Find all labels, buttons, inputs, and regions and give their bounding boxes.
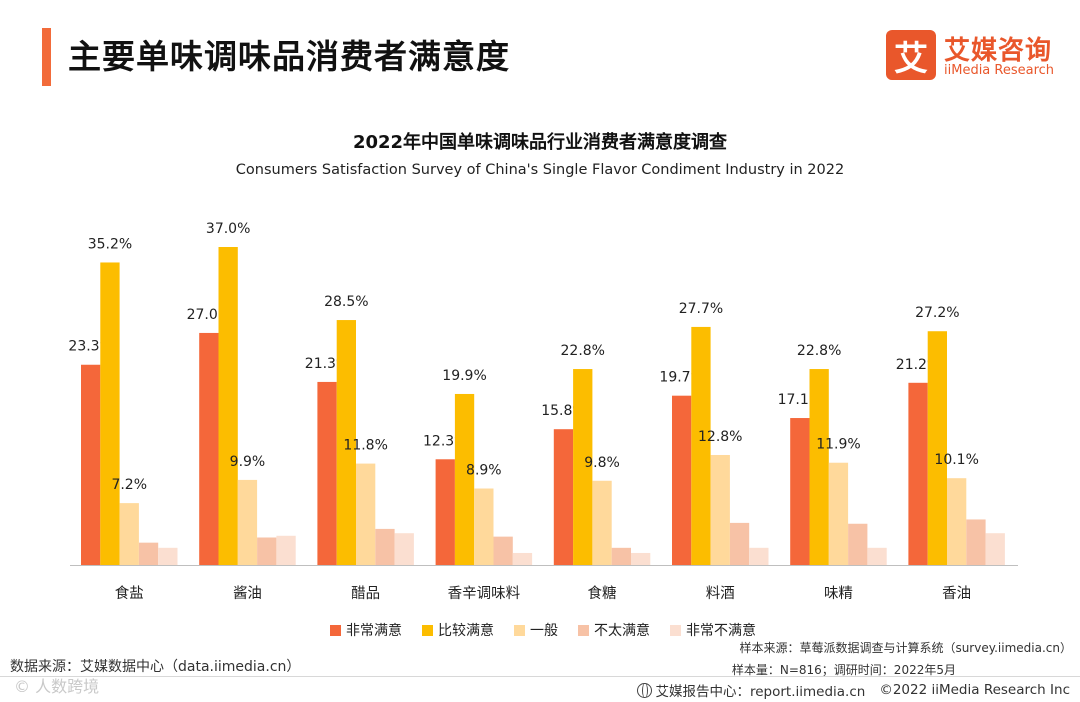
legend-entry: 非常不满意: [670, 621, 756, 639]
data-label: 9.9%: [230, 454, 266, 470]
bar-非常满意-香油: [908, 382, 928, 565]
legend-swatch: [330, 624, 341, 636]
chart-subtitle: Consumers Satisfaction Survey of China's…: [235, 162, 845, 178]
iimedia-logo: 艾 艾媒咨询 iiMedia Research: [886, 30, 1058, 82]
data-label: 12.8%: [698, 429, 742, 445]
bar-非常不满意-香油: [985, 533, 1005, 565]
bar-非常满意-香辛调味料: [435, 459, 455, 565]
watermark-text: © 人数跨境: [14, 677, 100, 696]
bar-一般-食盐: [119, 503, 139, 565]
bar-非常满意-醋品: [317, 381, 337, 565]
bar-比较满意-味精: [809, 369, 829, 565]
chart-title: 2022年中国单味调味品行业消费者满意度调查: [352, 132, 728, 153]
report-center-text: 艾媒报告中心：report.iimedia.cn: [655, 684, 866, 700]
x-tick-label: 香辛调味料: [448, 585, 521, 602]
bar-比较满意-香辛调味料: [454, 393, 475, 565]
bar-一般-香油: [947, 478, 967, 565]
x-tick-label: 料酒: [706, 585, 735, 602]
bar-非常满意-味精: [790, 418, 810, 565]
bar-不太满意-食盐: [138, 542, 159, 565]
legend-label: 不太满意: [594, 623, 650, 639]
data-label: 22.8%: [561, 343, 605, 359]
x-tick-label: 食糖: [588, 585, 617, 602]
bar-非常满意-食盐: [81, 364, 101, 565]
sample-size: 样本量：N=816；调研时间：2022年5月: [731, 663, 956, 677]
data-label: 22.8%: [797, 343, 841, 359]
bar-一般-味精: [828, 462, 849, 565]
footer-divider: [0, 676, 1080, 677]
data-label: 11.8%: [343, 438, 387, 454]
footer: 艾媒报告中心：report.iimedia.cn ©2022 iiMedia R…: [637, 680, 1070, 700]
bar-比较满意-香油: [927, 331, 947, 565]
bar-非常满意-料酒: [672, 395, 692, 565]
legend-swatch: [514, 624, 525, 636]
legend-swatch: [422, 624, 433, 636]
data-label: 19.9%: [442, 368, 486, 384]
bar-不太满意-酱油: [257, 537, 277, 565]
bar-一般-酱油: [237, 479, 258, 565]
data-label: 27.7%: [679, 301, 723, 317]
data-source: 数据来源：艾媒数据中心（data.iimedia.cn）: [10, 659, 301, 675]
logo-name-en: iiMedia Research: [944, 63, 1055, 78]
bar-不太满意-香油: [966, 519, 986, 565]
data-label: 35.2%: [88, 236, 132, 252]
bar-比较满意-醋品: [336, 320, 356, 565]
legend-entry: 不太满意: [578, 621, 650, 639]
bar-不太满意-味精: [848, 523, 868, 565]
page-title: 主要单味调味品消费者满意度: [68, 37, 510, 76]
bar-非常不满意-食糖: [631, 552, 651, 565]
legend-entry: 一般: [514, 621, 558, 639]
legend-label: 非常不满意: [686, 623, 756, 639]
bar-比较满意-料酒: [691, 326, 711, 565]
title-accent-bar: [42, 28, 51, 86]
x-tick-label: 醋品: [351, 585, 380, 602]
bar-不太满意-料酒: [729, 522, 750, 565]
x-tick-label: 味精: [824, 585, 853, 602]
bar-非常满意-酱油: [199, 332, 219, 565]
legend-swatch: [578, 624, 589, 636]
bar-不太满意-食糖: [611, 547, 631, 565]
bar-非常不满意-味精: [867, 547, 887, 565]
bar-不太满意-香辛调味料: [493, 536, 513, 565]
bar-一般-料酒: [710, 454, 730, 565]
bar-非常满意-食糖: [553, 429, 574, 565]
legend-swatch: [670, 624, 681, 636]
data-label: 8.9%: [466, 463, 502, 479]
x-tick-label: 酱油: [233, 585, 262, 602]
bar-非常不满意-食盐: [158, 547, 178, 565]
data-label: 28.5%: [324, 294, 368, 310]
data-label: 9.8%: [584, 455, 620, 471]
bar-一般-香辛调味料: [474, 488, 494, 565]
data-label: 37.0%: [206, 221, 250, 237]
legend-entry: 比较满意: [422, 621, 494, 639]
legend-entry: 非常满意: [330, 621, 402, 639]
bar-非常不满意-醋品: [394, 533, 414, 565]
bar-比较满意-酱油: [218, 247, 238, 565]
bar-非常不满意-酱油: [276, 535, 296, 565]
sample-source: 样本来源：草莓派数据调查与计算系统（survey.iimedia.cn）: [739, 641, 1072, 655]
logo-mark-icon: 艾: [886, 30, 936, 80]
bar-一般-食糖: [592, 480, 612, 565]
data-label: 27.2%: [915, 305, 959, 321]
report-center-link[interactable]: 艾媒报告中心：report.iimedia.cn: [637, 680, 865, 700]
copyright-text: ©2022 iiMedia Research Inc: [879, 682, 1070, 698]
globe-icon: [637, 683, 653, 698]
logo-name-cn: 艾媒咨询: [944, 36, 1053, 66]
data-label: 11.9%: [816, 437, 860, 453]
data-label: 10.1%: [934, 452, 978, 468]
legend-label: 一般: [530, 623, 558, 639]
bar-一般-醋品: [356, 463, 376, 565]
bar-比较满意-食盐: [100, 262, 120, 565]
bar-比较满意-食糖: [573, 369, 593, 565]
chart-legend: 非常满意 比较满意 一般 不太满意 非常不满意: [330, 621, 756, 639]
bar-非常不满意-香辛调味料: [512, 552, 533, 565]
bar-不太满意-醋品: [375, 528, 395, 565]
legend-label: 非常满意: [346, 623, 402, 639]
bar-非常不满意-料酒: [749, 547, 769, 565]
legend-label: 比较满意: [438, 623, 494, 639]
x-tick-label: 香油: [942, 585, 971, 602]
data-label: 7.2%: [111, 477, 147, 493]
x-tick-label: 食盐: [115, 585, 144, 602]
